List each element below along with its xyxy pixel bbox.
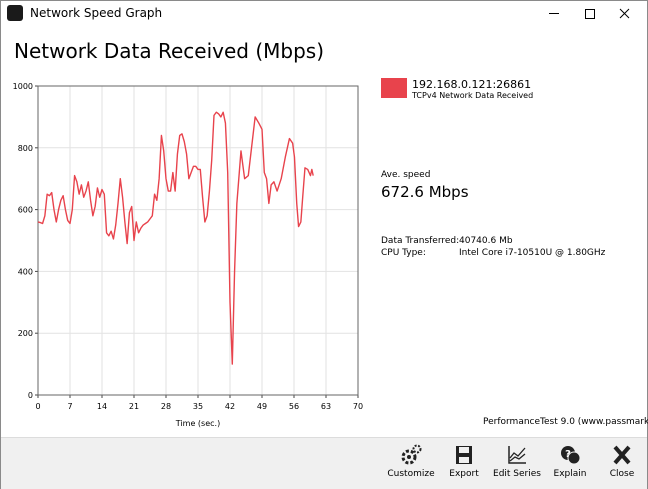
legend-swatch [381, 78, 407, 98]
customize-button[interactable]: Customize [383, 438, 439, 489]
close-window-button[interactable] [602, 1, 647, 26]
footer-text: PerformanceTest 9.0 (www.passmark.com) [483, 417, 648, 427]
x-tick-label: 42 [225, 402, 235, 411]
help-icon: ? [561, 446, 581, 465]
x-tick-label: 7 [67, 402, 72, 411]
window-title: Network Speed Graph [30, 6, 163, 20]
toolbar: Customize Export Edit Series ? Explain C… [1, 437, 647, 489]
y-tick-label: 400 [18, 267, 33, 276]
stat-label: CPU Type: [381, 248, 426, 258]
x-tick-label: 35 [193, 402, 203, 411]
save-icon [456, 446, 472, 464]
stat-label: Data Transferred: [381, 236, 460, 246]
x-tick-label: 0 [35, 402, 40, 411]
y-tick-label: 200 [18, 329, 33, 338]
button-label: Close [609, 469, 635, 479]
close-icon [613, 445, 631, 465]
y-tick-label: 800 [18, 144, 33, 153]
gear-icon [401, 444, 422, 465]
legend-description: TCPv4 Network Data Received [412, 91, 534, 100]
button-label: Export [449, 469, 479, 479]
x-tick-label: 56 [289, 402, 299, 411]
button-label: Explain [553, 469, 587, 479]
y-tick-label: 1000 [13, 82, 33, 91]
app-icon [7, 5, 23, 21]
x-tick-label: 49 [257, 402, 267, 411]
legend-name: 192.168.0.121:26861 [412, 78, 532, 91]
y-tick-label: 600 [18, 206, 33, 215]
chart-icon [508, 446, 526, 464]
button-label: Customize [387, 469, 435, 479]
stat-value: 40740.6 Mb [459, 236, 513, 246]
maximize-button[interactable] [567, 1, 612, 26]
x-axis-label: Time (sec.) [175, 419, 220, 428]
stat-value: Intel Core i7-10510U @ 1.80GHz [459, 248, 606, 258]
data-line [37, 111, 314, 365]
chart: 0 200 400 600 800 1000 0 7 14 21 28 35 42 49 56 63 70 Tim… [13, 82, 363, 428]
plot-frame [37, 85, 359, 396]
button-label: Edit Series [493, 469, 541, 479]
edit-series-button[interactable]: Edit Series [489, 438, 545, 489]
title-bar: Network Speed Graph [1, 1, 647, 26]
x-tick-label: 14 [97, 402, 107, 411]
export-button[interactable]: Export [436, 438, 492, 489]
average-value: 672.6 Mbps [381, 183, 469, 201]
x-tick-label: 28 [161, 402, 171, 411]
explain-button[interactable]: ? Explain [542, 438, 598, 489]
svg-text:?: ? [565, 449, 571, 460]
y-tick-label: 0 [28, 391, 33, 400]
chart-title: Network Data Received (Mbps) [14, 39, 324, 63]
minimize-button[interactable] [531, 1, 576, 26]
x-tick-label: 70 [353, 402, 363, 411]
x-tick-label: 63 [321, 402, 331, 411]
average-label: Ave. speed [381, 170, 431, 180]
x-tick-label: 21 [129, 402, 139, 411]
close-button[interactable]: Close [594, 438, 648, 489]
